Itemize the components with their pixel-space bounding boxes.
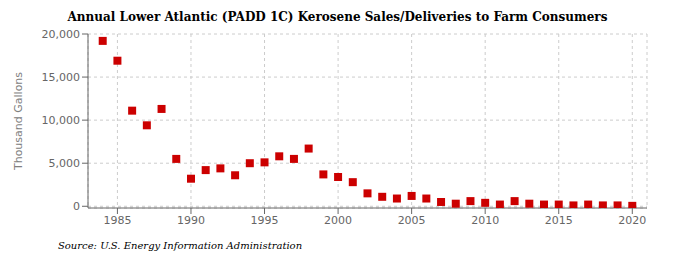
- html-text:Source: U.S. Energy Informatio: Source: U.S. Energy Information Administ…: [58, 240, 303, 251]
- svg-text:2005: 2005: [398, 214, 426, 227]
- svg-text:1985: 1985: [103, 214, 131, 227]
- html-text:Annual Lower Atlantic (PADD 1C: Annual Lower Atlantic (PADD 1C) Kerosene…: [67, 10, 608, 24]
- svg-text:1995: 1995: [251, 214, 279, 227]
- svg-text:2000: 2000: [324, 214, 352, 227]
- svg-text:1990: 1990: [177, 214, 205, 227]
- svg-text:10,000: 10,000: [42, 114, 81, 127]
- svg-text:5,000: 5,000: [49, 157, 81, 170]
- svg-text:15,000: 15,000: [42, 71, 81, 84]
- svg-text:2010: 2010: [471, 214, 499, 227]
- svg-text:20,000: 20,000: [42, 28, 81, 41]
- svg-text:0: 0: [73, 200, 80, 213]
- svg-text:2015: 2015: [545, 214, 573, 227]
- svg-text:2020: 2020: [618, 214, 646, 227]
- svg-text:Thousand Gallons: Thousand Gallons: [12, 72, 25, 171]
